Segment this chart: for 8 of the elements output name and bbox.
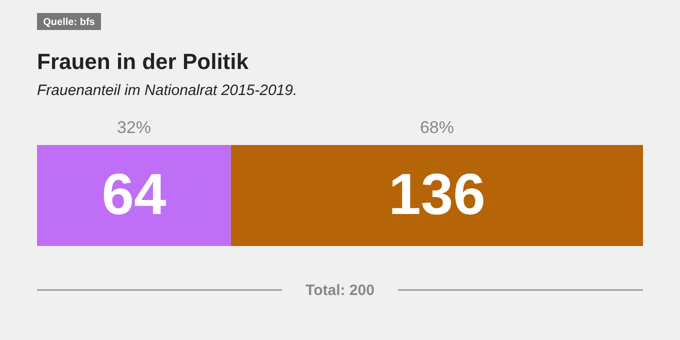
chart-subtitle: Frauenanteil im Nationalrat 2015-2019. <box>37 82 298 99</box>
source-note: Quelle: bfs <box>43 17 96 28</box>
data-label: 64 <box>102 162 166 227</box>
data-label: 136 <box>388 162 486 227</box>
text: 68% <box>420 118 454 137</box>
total-label: Total: 200 <box>306 282 374 299</box>
text: 32% <box>116 118 151 137</box>
chart-title: Frauen in der Politik <box>37 49 250 74</box>
